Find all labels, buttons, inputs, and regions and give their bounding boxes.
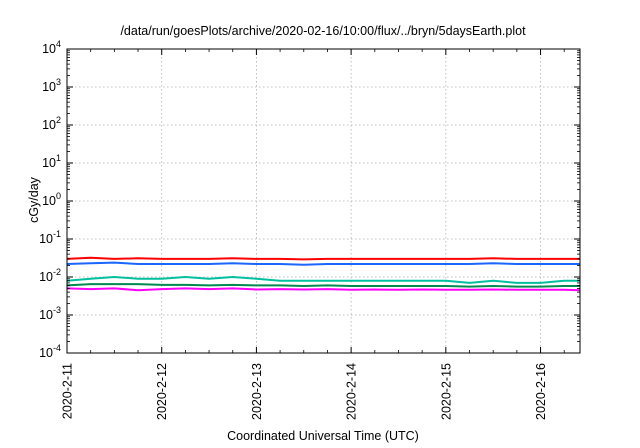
y-tick-label: 101 — [42, 153, 61, 170]
x-tick-label: 2020-2-13 — [250, 363, 264, 420]
y-tick-label: 100 — [42, 191, 61, 208]
series-line-1 — [66, 256, 580, 261]
y-tick-label: 104 — [42, 39, 61, 56]
x-tick-label: 2020-2-15 — [439, 363, 453, 420]
y-tick-label: 10-2 — [39, 267, 61, 284]
plot-frame — [66, 48, 581, 354]
y-tick-label: 103 — [42, 77, 61, 94]
y-axis-label: cGy/day — [27, 176, 41, 223]
axes: 10-4 10-3 10-2 10-1 100 101 102 103 104 2020-2-11… — [39, 39, 581, 420]
series-line-2 — [66, 261, 580, 266]
y-tick-label: 10-1 — [39, 229, 61, 246]
x-tick-label: 2020-2-12 — [155, 363, 169, 420]
chart-title: /data/run/goesPlots/archive/2020-02-16/1… — [120, 24, 526, 38]
grid — [67, 49, 580, 353]
x-tick-label: 2020-2-16 — [534, 363, 548, 420]
y-tick-label: 10-3 — [39, 305, 61, 322]
x-axis-label: Coordinated Universal Time (UTC) — [227, 429, 419, 443]
series-line-4 — [66, 283, 580, 288]
series-line-5 — [66, 287, 581, 292]
series-line-3 — [66, 276, 580, 284]
x-tick-label: 2020-2-14 — [345, 363, 359, 420]
x-tick-label: 2020-2-11 — [61, 363, 75, 419]
y-tick-label: 10-4 — [39, 343, 61, 360]
y-tick-label: 102 — [42, 115, 61, 132]
series-layer — [66, 256, 581, 292]
